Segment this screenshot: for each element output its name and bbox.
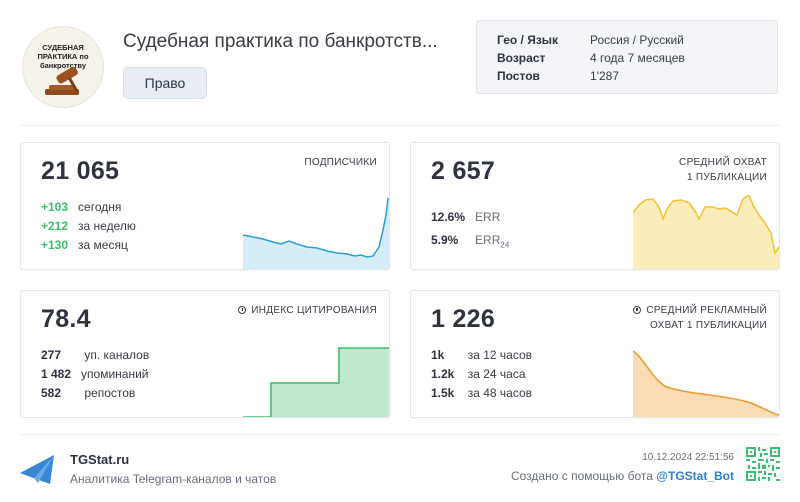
stat-row: 582 репостов (41, 386, 136, 400)
subscribers-value: 21 065 (41, 157, 120, 185)
bot-link[interactable]: @TGStat_Bot (656, 469, 734, 483)
stat-row: 277 уп. каналов (41, 348, 150, 362)
geo-lang-value: Россия / Русский (590, 33, 684, 47)
divider (20, 125, 780, 126)
citation-sparkline (243, 347, 389, 417)
footer-datetime: 10.12.2024 22:51:56 (642, 452, 734, 463)
citation-label: ИНДЕКС ЦИТИРОВАНИЯ (238, 303, 377, 318)
age-key: Возраст (497, 51, 546, 65)
stat-row: 1.2k за 24 часа (431, 367, 526, 381)
clock-icon (238, 306, 247, 314)
subscribers-card[interactable]: 21 065 ПОДПИСЧИКИ +103 сегодня +212 за н… (20, 142, 390, 270)
channel-avatar: СУДЕБНАЯ ПРАКТИКА по банкротству (22, 26, 104, 108)
stat-row: 1 482 упоминаний (41, 367, 149, 381)
stat-row: +130 за месяц (41, 238, 128, 252)
err24-row: 5.9% ERR24 (431, 233, 510, 250)
avatar-text: СУДЕБНАЯ ПРАКТИКА по банкротству (37, 43, 89, 70)
stat-row: +103 сегодня (41, 200, 122, 214)
reach-sparkline (633, 195, 779, 269)
reach-card[interactable]: 2 657 СРЕДНИЙ ОХВАТ 1 ПУБЛИКАЦИИ 12.6% ER… (410, 142, 780, 270)
footer-tagline: Аналитика Telegram-каналов и чатов (70, 472, 277, 486)
subscribers-label: ПОДПИСЧИКИ (304, 157, 377, 168)
ad-reach-card[interactable]: 1 226 СРЕДНИЙ РЕКЛАМНЫЙ ОХВАТ 1 ПУБЛИКАЦ… (410, 290, 780, 418)
citation-value: 78.4 (41, 305, 91, 333)
posts-key: Постов (497, 69, 540, 83)
stat-row: 1.5k за 48 часов (431, 386, 533, 400)
ad-reach-label: СРЕДНИЙ РЕКЛАМНЫЙ ОХВАТ 1 ПУБЛИКАЦИИ (633, 303, 767, 333)
posts-value: 1'287 (590, 69, 619, 83)
tgstat-logo-icon (20, 455, 54, 484)
err-row: 12.6% ERR (431, 210, 501, 224)
footer-brand[interactable]: TGStat.ru (70, 452, 130, 467)
reach-value: 2 657 (431, 157, 496, 185)
ad-reach-sparkline (633, 350, 779, 417)
citation-card[interactable]: 78.4 ИНДЕКС ЦИТИРОВАНИЯ 277 уп. каналов … (20, 290, 390, 418)
qr-code-icon (746, 447, 780, 481)
clock-icon (633, 306, 642, 314)
stat-row: 1k за 12 часов (431, 348, 533, 362)
subscribers-sparkline (243, 197, 389, 269)
footer-made-with: Создано с помощью бота @TGStat_Bot (510, 469, 734, 483)
category-tag[interactable]: Право (123, 67, 207, 99)
ad-reach-value: 1 226 (431, 305, 496, 333)
reach-label: СРЕДНИЙ ОХВАТ 1 ПУБЛИКАЦИИ (679, 157, 767, 183)
gavel-icon (45, 66, 79, 95)
channel-info-panel: Гео / Язык Россия / Русский Возраст 4 го… (476, 20, 778, 94)
age-value: 4 года 7 месяцев (590, 51, 685, 65)
geo-lang-key: Гео / Язык (497, 33, 559, 47)
stat-row: +212 за неделю (41, 219, 136, 233)
divider (20, 434, 780, 435)
channel-title: Судебная практика по банкротств... (123, 31, 438, 52)
